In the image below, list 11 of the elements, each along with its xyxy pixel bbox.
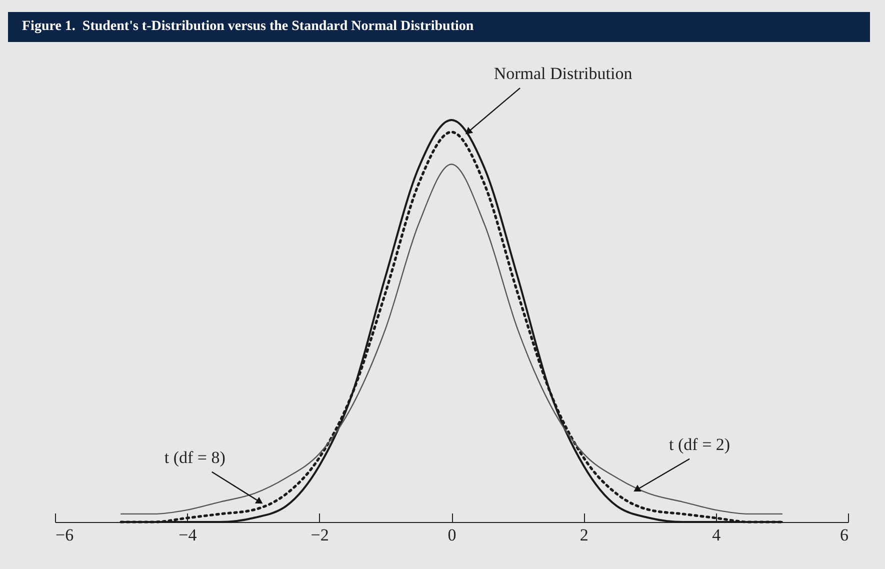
chart-title: Figure 1. Student's t-Distribution versus the Standard Normal Distribution [8,12,870,42]
x-tick-label: 2 [580,526,588,544]
annotation: Normal Distribution [494,64,633,84]
x-tick-label: 6 [840,526,848,544]
x-tick-label: −4 [178,526,198,544]
x-tick-label: −2 [310,526,329,544]
x-tick-label: 4 [712,526,722,544]
x-tick-label: 0 [448,526,456,544]
annotation: t (df = 2) [669,434,730,454]
x-tick-label: −6 [56,526,74,544]
annotation: t (df = 8) [164,448,226,467]
